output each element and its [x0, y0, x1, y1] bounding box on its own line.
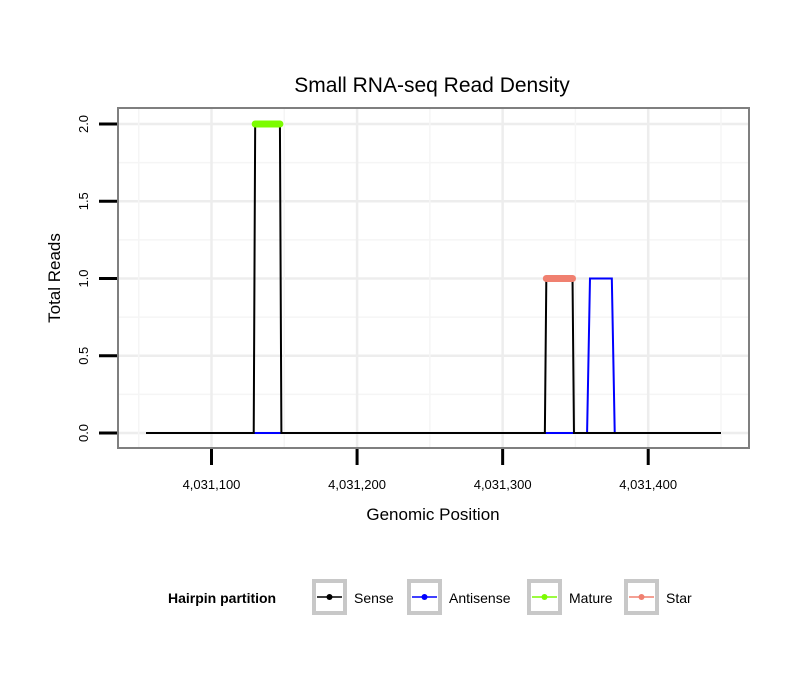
y-tick-label: 1.5: [76, 192, 91, 210]
legend-label: Antisense: [449, 590, 511, 606]
y-tick-label: 1.0: [76, 269, 91, 287]
chart-title: Small RNA-seq Read Density: [294, 74, 570, 97]
legend-title: Hairpin partition: [168, 590, 276, 606]
series-line-sense: [146, 123, 721, 434]
y-tick-label: 2.0: [76, 115, 91, 133]
legend-key-point: [326, 594, 333, 600]
x-axis-title: Genomic Position: [366, 505, 499, 524]
grid-lines: [119, 109, 748, 447]
y-axis-title: Total Reads: [45, 233, 64, 323]
legend-key-point: [421, 594, 428, 600]
x-tick-label: 4,031,100: [183, 477, 241, 492]
legend-key-point: [541, 594, 548, 600]
y-tick-label: 0.0: [76, 424, 91, 442]
legend-key-point: [638, 594, 645, 600]
series-lines: [146, 120, 721, 434]
y-tick-label: 0.5: [76, 347, 91, 365]
legend: Hairpin partition Sense Antisense Mature St…: [168, 579, 692, 615]
axes: 0.0 0.5 1.0 1.5 2.0 4,031,100 4,031,200 4,031,3…: [76, 115, 677, 492]
legend-label: Mature: [569, 590, 613, 606]
x-tick-label: 4,031,300: [474, 477, 532, 492]
x-tick-label: 4,031,200: [328, 477, 386, 492]
legend-label: Star: [666, 590, 692, 606]
x-tick-label: 4,031,400: [619, 477, 677, 492]
legend-label: Sense: [354, 590, 394, 606]
